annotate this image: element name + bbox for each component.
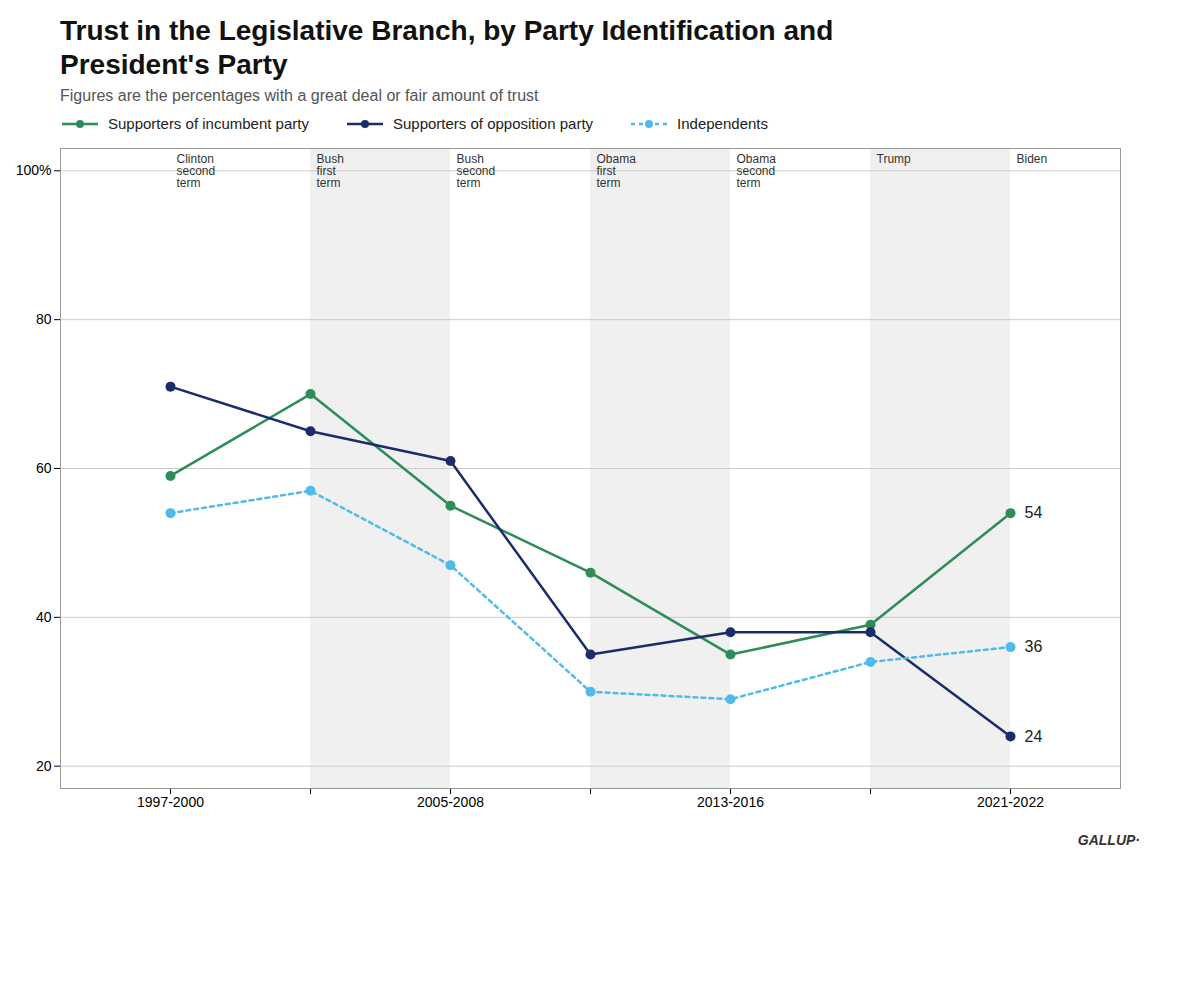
html-text:Supporters of opposition party: Supporters of opposition party (393, 115, 594, 133)
svg-text:54: 54 (1025, 504, 1043, 521)
svg-text:Clintonsecondterm: Clintonsecondterm (177, 152, 216, 190)
svg-text:Trump: Trump (877, 152, 912, 166)
svg-text:Obamafirstterm: Obamafirstterm (597, 152, 637, 190)
svg-text:Obamasecondterm: Obamasecondterm (737, 152, 777, 190)
html-text:Figures are the percentages wi: Figures are the percentages with a great… (60, 87, 539, 105)
svg-text:2013-2016: 2013-2016 (697, 795, 764, 811)
svg-text:2021-2022: 2021-2022 (977, 795, 1044, 811)
svg-text:36: 36 (1025, 638, 1043, 655)
svg-text:Bushfirstterm: Bushfirstterm (317, 152, 344, 190)
html-text:Supporters of incumbent party: Supporters of incumbent party (108, 115, 309, 133)
svg-text:20: 20 (36, 758, 52, 774)
svg-text:60: 60 (36, 460, 52, 476)
html-text:Trust in the Legislative Branc: Trust in the Legislative Branch, by Part… (60, 15, 834, 80)
svg-text:2005-2008: 2005-2008 (417, 795, 484, 811)
html-text:GALLUP·: GALLUP· (1077, 832, 1140, 849)
svg-text:24: 24 (1025, 728, 1043, 745)
html-text:Independents: Independents (677, 115, 768, 133)
svg-text:80: 80 (36, 311, 52, 327)
svg-text:Biden: Biden (1017, 152, 1048, 166)
svg-text:100%: 100% (16, 162, 52, 178)
svg-text:40: 40 (36, 609, 52, 625)
svg-text:1997-2000: 1997-2000 (137, 795, 204, 811)
svg-text:Bushsecondterm: Bushsecondterm (457, 152, 496, 190)
